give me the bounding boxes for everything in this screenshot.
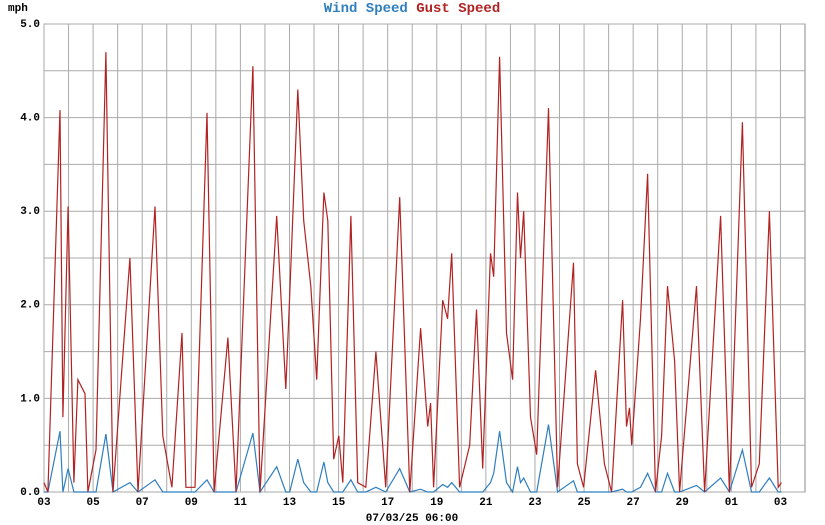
y-tick-label: 5.0: [20, 19, 40, 31]
y-tick-label: 2.0: [20, 300, 40, 312]
x-tick-label: 17: [381, 497, 394, 509]
x-tick-label: 25: [577, 497, 591, 509]
x-tick-label: 23: [528, 497, 542, 509]
x-tick-label: 15: [332, 497, 346, 509]
legend: Wind Speed Gust Speed: [324, 1, 500, 17]
x-tick-label: 11: [234, 497, 248, 509]
x-tick-label: 05: [86, 497, 100, 509]
legend-entry: Wind Speed: [324, 1, 408, 17]
x-tick-label: 03: [774, 497, 788, 509]
x-tick-label: 29: [676, 497, 689, 509]
legend-entry: Gust Speed: [416, 1, 500, 17]
y-tick-label: 4.0: [20, 113, 40, 125]
x-tick-label: 13: [283, 497, 297, 509]
y-tick-label: 1.0: [20, 393, 40, 405]
x-tick-label: 07: [136, 497, 149, 509]
x-tick-label: 09: [185, 497, 198, 509]
x-tick-label: 19: [430, 497, 443, 509]
y-tick-label: 0.0: [20, 487, 40, 499]
series-line: [44, 424, 782, 494]
series-line: [43, 52, 782, 493]
x-tick-label: 27: [627, 497, 640, 509]
x-tick-label: 03: [37, 497, 51, 509]
y-axis-label: mph: [8, 3, 28, 15]
x-tick-label: 01: [725, 497, 739, 509]
x-axis-label: 07/03/25 06:00: [366, 513, 458, 525]
x-tick-label: 21: [479, 497, 493, 509]
y-tick-label: 3.0: [20, 206, 40, 218]
